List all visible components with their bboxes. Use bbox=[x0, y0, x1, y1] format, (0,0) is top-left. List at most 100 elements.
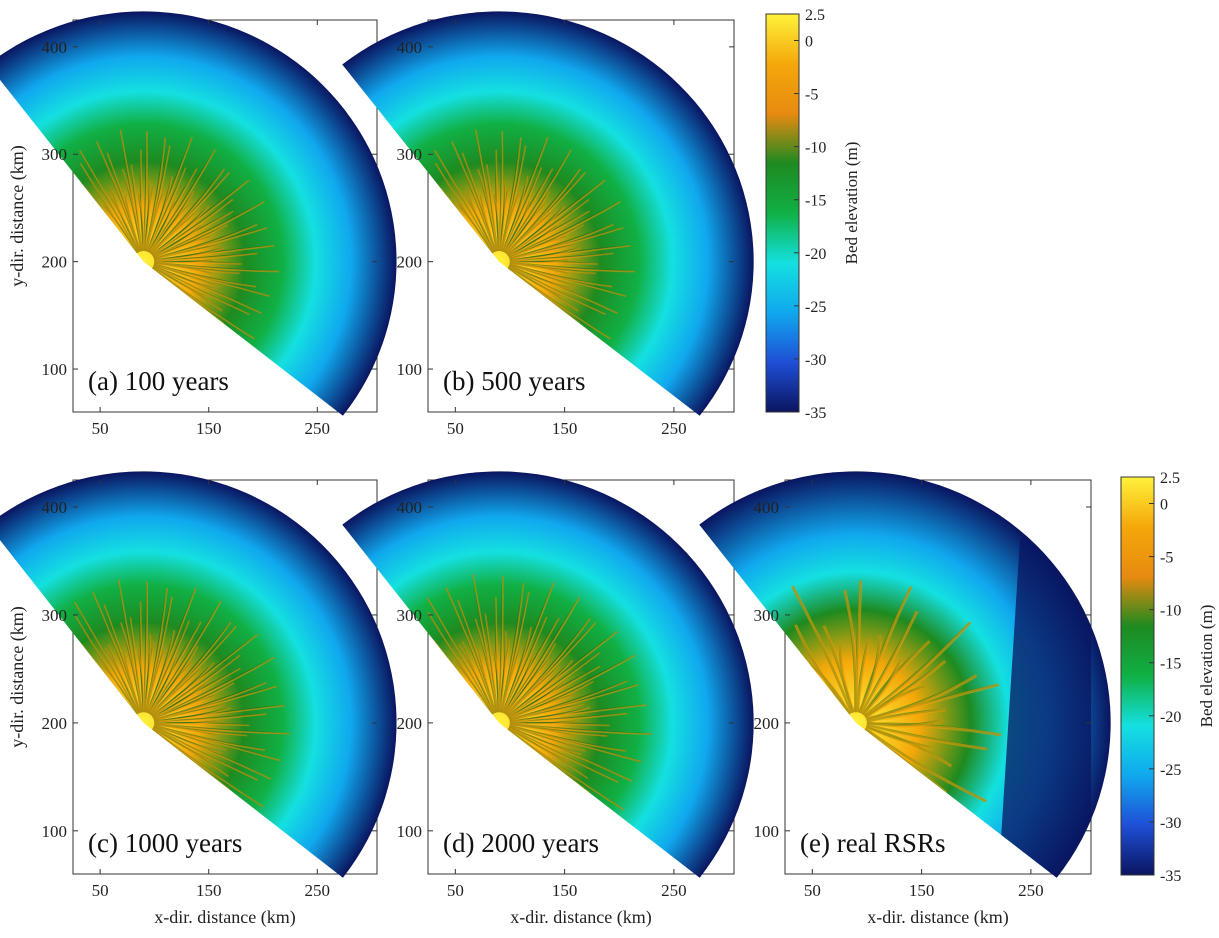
ridge-crest bbox=[508, 727, 619, 784]
ridge-crest bbox=[508, 680, 595, 720]
ridge-crest bbox=[462, 191, 495, 253]
colorbar-tick-label: 2.5 bbox=[1160, 470, 1180, 487]
ridge-crest bbox=[143, 634, 152, 713]
ridge-crest bbox=[153, 264, 217, 291]
panel-2: 50 150 250 100 200 300 400 (b) 500 years bbox=[342, 11, 754, 438]
ridge-crest bbox=[509, 262, 596, 275]
ridge-crest bbox=[857, 634, 882, 714]
ridge-crest bbox=[500, 582, 525, 713]
ridge-crest bbox=[152, 198, 234, 257]
ridge-crest bbox=[498, 131, 504, 251]
colorbar-ramp bbox=[1120, 476, 1155, 876]
colorbar-tick-label: -5 bbox=[805, 87, 818, 104]
x-tick-label: 150 bbox=[552, 419, 578, 438]
ridge-crest bbox=[152, 654, 241, 718]
ridge-crest bbox=[152, 727, 211, 761]
colorbar-tick-label: -25 bbox=[1160, 762, 1181, 779]
ridge-crest bbox=[152, 656, 275, 719]
ridge-crest bbox=[92, 591, 141, 714]
ridge-crest bbox=[508, 726, 582, 755]
ridge-crest bbox=[508, 200, 622, 258]
ridge-crest bbox=[509, 703, 585, 722]
panel-5: 50 150 250 100 200 300 400 (e) real RSRs x-dir. … bbox=[699, 471, 1111, 928]
ridge-crest bbox=[152, 200, 265, 258]
ridge-crest bbox=[104, 646, 140, 714]
ridge-crest bbox=[153, 682, 235, 720]
fan-sector bbox=[0, 471, 397, 878]
ridge-crest bbox=[843, 589, 858, 713]
ridge-crest bbox=[864, 659, 947, 718]
ridge-crest bbox=[509, 720, 577, 725]
ridge-crest bbox=[151, 661, 215, 717]
colorbars-layer: 2.5 0 -5 -10 -15 -20 -25 -30 -35 Bed elevation (m… bbox=[765, 7, 1216, 885]
ridge-crest bbox=[509, 706, 591, 722]
ridge-crest bbox=[148, 600, 222, 715]
ridge-crest bbox=[503, 655, 535, 714]
panel-label: (a) 100 years bbox=[88, 366, 229, 396]
ridge-crest bbox=[153, 224, 228, 259]
ridge-crest bbox=[865, 724, 932, 749]
ridge-crest bbox=[450, 140, 496, 252]
ridge-crest bbox=[130, 164, 144, 252]
ridge-crest bbox=[154, 259, 213, 264]
ridge-crest bbox=[154, 252, 258, 262]
ridge-crest bbox=[147, 167, 187, 253]
ridge-crest bbox=[150, 621, 232, 716]
ridge-crest bbox=[859, 610, 919, 715]
ridge-crest bbox=[508, 727, 569, 763]
x-tick-label: 50 bbox=[447, 881, 464, 900]
y-tick-label: 300 bbox=[397, 606, 423, 625]
ridge-crest bbox=[154, 262, 240, 275]
colorbar-tick-label: 0 bbox=[805, 34, 813, 51]
x-tick-label: 250 bbox=[305, 419, 331, 438]
ridge-crest bbox=[492, 646, 500, 713]
x-axis-label: x-dir. distance (km) bbox=[154, 907, 295, 928]
panel-4: 50 150 250 100 200 300 400 (d) 2000 years x-dir.… bbox=[342, 471, 754, 928]
ridge-crest bbox=[95, 140, 141, 252]
x-tick-label: 250 bbox=[661, 881, 687, 900]
ridge-crest bbox=[457, 599, 497, 713]
y-tick-label: 400 bbox=[42, 498, 68, 517]
ridge-crest bbox=[493, 193, 500, 252]
ridge-crest bbox=[507, 198, 590, 257]
ridge-crest bbox=[150, 168, 226, 255]
colorbar-tick-label: 0 bbox=[1160, 497, 1168, 514]
y-axis-label: y-dir. distance (km) bbox=[7, 145, 28, 286]
panel-label: (e) real RSRs bbox=[800, 828, 945, 858]
y-tick-label: 200 bbox=[397, 253, 423, 272]
panel-1: 50 150 250 100 200 300 400 (a) 100 years y-dir. … bbox=[0, 11, 397, 438]
ridge-crest bbox=[498, 575, 504, 713]
colorbar-tick-label: -5 bbox=[1160, 550, 1173, 567]
y-tick-label: 100 bbox=[42, 822, 68, 841]
x-tick-label: 50 bbox=[447, 419, 464, 438]
ridge-crest bbox=[865, 674, 978, 721]
y-tick-label: 100 bbox=[42, 360, 68, 379]
ridge-crest bbox=[501, 176, 529, 252]
ridge-crest bbox=[154, 707, 231, 722]
ridge-crest bbox=[146, 630, 176, 713]
ridge-crest bbox=[504, 190, 551, 254]
ridge-crest bbox=[505, 617, 591, 716]
ridge-crest bbox=[137, 193, 145, 252]
ridge-crest bbox=[143, 581, 148, 713]
ridge-crest bbox=[147, 657, 178, 714]
colorbar-label: Bed elevation (m) bbox=[842, 142, 861, 265]
colorbar-2: 2.5 0 -5 -10 -15 -20 -25 -30 -35 Bed elevation (m… bbox=[1120, 470, 1216, 885]
x-tick-label: 250 bbox=[305, 881, 331, 900]
ridge-crest bbox=[143, 131, 148, 251]
y-tick-label: 100 bbox=[754, 822, 780, 841]
ridge-crest bbox=[107, 191, 140, 253]
ridge-crest bbox=[143, 180, 151, 252]
colorbar-tick-label: -30 bbox=[805, 352, 826, 369]
colorbar-tick-label: -25 bbox=[805, 299, 826, 316]
ridge-crest bbox=[503, 201, 531, 253]
ridge-crest bbox=[509, 244, 575, 261]
ridge-crest bbox=[864, 727, 988, 803]
ridge-crest bbox=[461, 152, 497, 252]
ridge-crest bbox=[147, 620, 190, 714]
ridges bbox=[79, 129, 279, 340]
ridge-crest bbox=[861, 659, 902, 716]
ridge-crest bbox=[148, 149, 216, 254]
ridge-crest bbox=[426, 597, 495, 714]
